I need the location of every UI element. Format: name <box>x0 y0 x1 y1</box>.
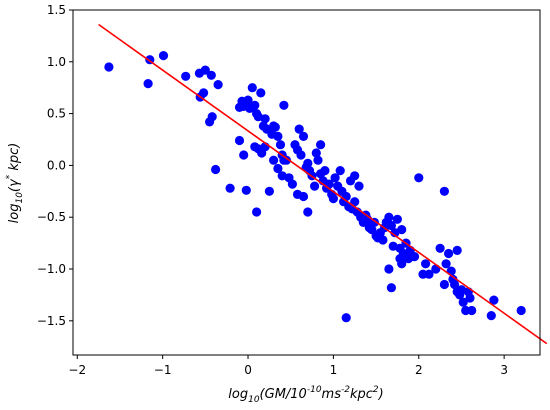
y-tick-label: −1.0 <box>37 262 66 276</box>
fit-line <box>98 23 548 345</box>
data-point <box>378 235 388 245</box>
data-point <box>206 70 216 80</box>
data-point <box>239 150 249 160</box>
data-point <box>303 207 313 217</box>
data-point <box>341 313 351 323</box>
data-point <box>350 197 360 207</box>
y-axis-label: log10(γ* kpc) <box>5 143 25 224</box>
data-point <box>303 158 313 168</box>
data-point <box>316 140 326 150</box>
data-point <box>441 259 451 269</box>
data-point <box>424 269 434 279</box>
data-point <box>273 131 283 141</box>
data-point <box>294 124 304 134</box>
data-point <box>158 51 169 61</box>
x-tick-label: 3 <box>500 363 508 377</box>
data-point <box>310 181 320 191</box>
data-point <box>354 181 364 191</box>
x-tick-label: 1 <box>330 363 338 377</box>
data-point <box>392 214 402 224</box>
data-point <box>467 305 477 316</box>
y-tick-label: −1.5 <box>37 314 66 328</box>
data-point <box>465 293 475 303</box>
y-tick-label: 0.0 <box>47 158 66 172</box>
data-point <box>279 100 289 110</box>
data-point <box>320 166 330 176</box>
x-tick-label: −1 <box>154 363 172 377</box>
data-point <box>444 248 454 259</box>
data-point <box>335 166 345 176</box>
data-point <box>435 243 445 253</box>
data-point <box>264 186 274 196</box>
data-point <box>439 186 449 196</box>
data-point <box>269 121 279 131</box>
y-tick-label: 0.5 <box>47 107 66 121</box>
data-point <box>330 173 340 183</box>
y-tick-label: 1.5 <box>47 3 66 17</box>
data-point <box>386 220 396 231</box>
y-tick-label: −0.5 <box>37 210 66 224</box>
data-point <box>104 62 114 72</box>
data-point <box>296 150 306 160</box>
data-point <box>247 83 257 93</box>
data-point <box>252 207 262 217</box>
data-point <box>143 79 153 89</box>
data-point <box>341 191 351 202</box>
data-point <box>414 173 424 183</box>
data-point <box>225 183 235 193</box>
data-point <box>275 140 286 150</box>
data-point <box>241 185 251 195</box>
data-point <box>234 135 245 146</box>
data-point <box>243 95 253 105</box>
data-point <box>311 148 321 158</box>
data-point <box>298 191 309 202</box>
data-point <box>409 252 420 262</box>
data-point <box>281 155 291 165</box>
data-point <box>384 264 394 274</box>
data-point <box>421 259 431 269</box>
data-point <box>458 297 468 307</box>
data-point <box>431 264 441 274</box>
data-point <box>397 259 407 269</box>
data-point <box>181 71 191 81</box>
data-point <box>516 305 526 316</box>
x-tick-label: 2 <box>415 363 423 377</box>
plot-layer <box>98 23 548 345</box>
data-point <box>211 164 221 175</box>
x-axis-label: log10(GM/10-10ms-2kpc2) <box>228 385 383 405</box>
data-point <box>200 65 210 75</box>
data-point <box>397 225 407 235</box>
data-point <box>287 179 297 189</box>
x-tick-label: 0 <box>244 363 252 377</box>
x-axis-ticks: −2 −1 0 1 2 3 <box>68 355 508 377</box>
data-point <box>446 266 456 276</box>
y-axis-ticks: −1.5 −1.0 −0.5 0.0 0.5 1.0 1.5 <box>37 3 73 328</box>
data-point <box>269 155 279 165</box>
data-point <box>273 163 283 174</box>
plot-frame <box>72 9 541 356</box>
data-point <box>213 80 223 90</box>
data-point <box>384 212 394 222</box>
data-point <box>205 117 215 127</box>
x-tick-label: −2 <box>68 363 86 377</box>
data-point <box>386 283 396 293</box>
data-point <box>260 114 270 124</box>
data-point <box>486 311 496 321</box>
data-point <box>298 131 309 141</box>
data-point <box>350 171 360 181</box>
data-point <box>439 279 449 290</box>
data-point <box>489 295 499 305</box>
data-point <box>250 100 260 110</box>
y-tick-label: 1.0 <box>47 55 66 69</box>
data-point <box>452 245 462 255</box>
data-point <box>256 88 266 98</box>
data-point <box>313 155 323 165</box>
data-point <box>450 279 460 290</box>
data-point <box>328 194 338 204</box>
